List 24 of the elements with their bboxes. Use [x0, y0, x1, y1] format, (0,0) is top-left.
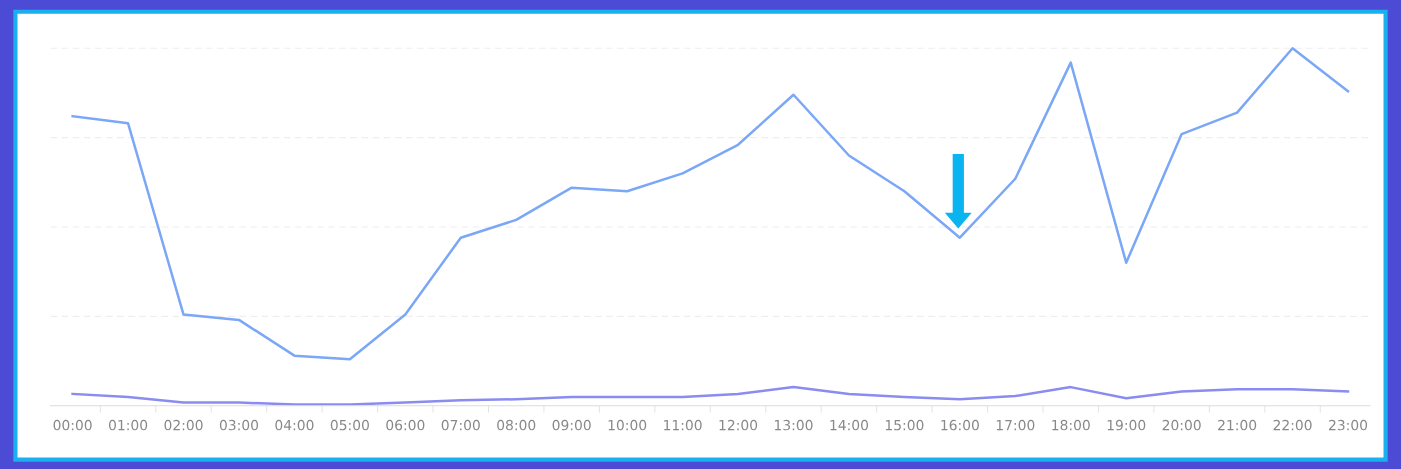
x-tick-label: 12:00 [719, 419, 758, 431]
x-tick-label: 07:00 [441, 419, 480, 431]
x-tick-label: 02:00 [164, 419, 203, 431]
x-tick-label: 19:00 [1107, 419, 1146, 431]
x-tick-label: 18:00 [1052, 419, 1090, 431]
x-tick-label: 22:00 [1273, 419, 1312, 431]
x-tick-label: 09:00 [552, 419, 591, 431]
x-tick-label: 08:00 [497, 419, 536, 431]
x-tick-label: 01:00 [108, 419, 148, 431]
x-tick-label: 06:00 [386, 419, 425, 431]
x-tick-label: 15:00 [885, 419, 924, 431]
x-tick-label: 00:00 [53, 419, 92, 431]
x-tick-label: 20:00 [1162, 419, 1201, 431]
x-tick-label: 03:00 [219, 419, 259, 431]
x-tick-label: 16:00 [941, 419, 979, 431]
x-tick-label: 13:00 [775, 419, 813, 431]
x-tick-label: 23:00 [1329, 419, 1368, 431]
x-tick-label: 05:00 [330, 419, 369, 431]
x-tick-label: 17:00 [996, 419, 1035, 431]
x-tick-label: 11:00 [664, 419, 702, 431]
x-tick-label: 21:00 [1218, 419, 1257, 431]
x-tick-label: 10:00 [608, 419, 647, 431]
x-tick-label: 04:00 [275, 419, 314, 431]
x-tick-label: 14:00 [830, 419, 869, 431]
